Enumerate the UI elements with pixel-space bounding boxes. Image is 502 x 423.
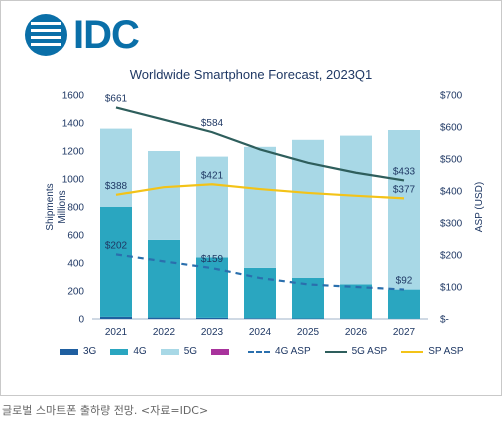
bar-segment-5g [340,135,372,285]
x-tick-label: 2021 [105,327,128,338]
data-label: $421 [201,170,224,181]
data-label: $202 [105,240,128,251]
y-tick-label: 600 [67,231,84,242]
y-axis-title-part: Shipments [45,183,56,230]
legend-item [211,348,234,355]
logo-text: IDC [73,13,140,57]
bar-segment-5g [100,128,132,207]
bar-segment-4g [148,239,180,318]
y2-tick-label: $100 [440,283,463,294]
bar-segment-3g [100,316,132,319]
bar-segment-4g [388,289,420,319]
y2-tick-label: $300 [440,219,463,230]
bar-segment-5g [244,146,276,268]
y2-tick-label: $700 [440,91,463,102]
legend-item: 3G [60,346,96,357]
chart-legend: 3G 4G 5G 4G ASP 5G ASP SP ASP [60,346,478,357]
legend-swatch [60,348,78,355]
chart-title: Worldwide Smartphone Forecast, 2023Q1 [129,67,373,82]
x-tick-label: 2024 [249,327,272,338]
y-tick-label: 200 [67,287,84,298]
bar-segment-5g [196,156,228,258]
legend-swatch [324,350,347,353]
legend-swatch [110,348,129,355]
legend-label: SP ASP [428,346,464,357]
legend-label: 3G [83,346,97,357]
data-label: $433 [393,166,416,177]
y-axis-title-part: Millions [57,190,68,223]
line-sp-asp [115,183,405,200]
y-tick-label: 1600 [62,91,85,102]
y-tick-label: 400 [67,259,84,270]
data-label: $377 [393,184,416,195]
y-axis-title: ShipmentsMillions [45,183,68,230]
y-tick-label: 0 [78,315,84,326]
idc-logo: IDC [25,13,140,57]
y2-tick-label: $200 [440,251,463,262]
legend-item: 5G ASP [324,346,388,357]
legend-swatch [401,350,424,353]
bar-segment-4g [340,284,372,319]
y2-tick-label: $500 [440,155,463,166]
globe-icon [25,14,67,56]
bar-segment-4g [196,257,228,318]
y-tick-label: 1000 [62,175,85,186]
legend-item: 4G [110,346,147,357]
bar-segment-3g [244,318,276,319]
legend-item: SP ASP [401,346,464,357]
line-4g-asp [115,253,405,291]
data-label: $92 [396,276,413,287]
bar-segment-3g [148,317,180,319]
x-tick-label: 2022 [153,327,176,338]
y2-tick-label: $600 [440,123,463,134]
line-5g-asp [115,106,405,182]
y2-axis-title: ASP (USD) [474,182,485,232]
legend-item: 4G ASP [248,346,311,357]
y2-tick-label: $400 [440,187,463,198]
bar-segment-5g [388,130,420,290]
y-tick-label: 800 [67,203,84,214]
x-tick-label: 2023 [201,327,224,338]
chart-svg: 0 200 400 600 800 1000 1200 1400 1600 $- $100 $200 $… [45,91,485,339]
legend-label: 5G [183,346,198,357]
data-label: $584 [201,118,224,129]
legend-item: 5G [160,346,198,357]
y-tick-label: 1400 [62,119,85,130]
data-label: $661 [105,93,128,104]
legend-label: 4G [133,346,147,357]
y2-tick-label: $- [440,315,449,326]
legend-swatch [211,348,230,355]
bar-segment-3g [196,317,228,319]
x-tick-label: 2026 [345,327,368,338]
image-caption: 글로벌 스마트폰 출하량 전망. <자료=IDC> [2,404,209,417]
x-tick-label: 2027 [393,327,416,338]
legend-label: 4G ASP [275,346,311,357]
data-label: $159 [201,254,224,265]
legend-swatch [248,350,271,353]
legend-label: 5G ASP [351,346,388,357]
y-tick-label: 1200 [62,147,85,158]
bar-segment-4g [100,207,132,317]
data-label: $388 [105,181,128,192]
legend-swatch [160,348,179,355]
x-tick-label: 2025 [297,327,320,338]
bar-segment-5g [148,151,180,240]
bar-segment-4g [292,277,324,319]
